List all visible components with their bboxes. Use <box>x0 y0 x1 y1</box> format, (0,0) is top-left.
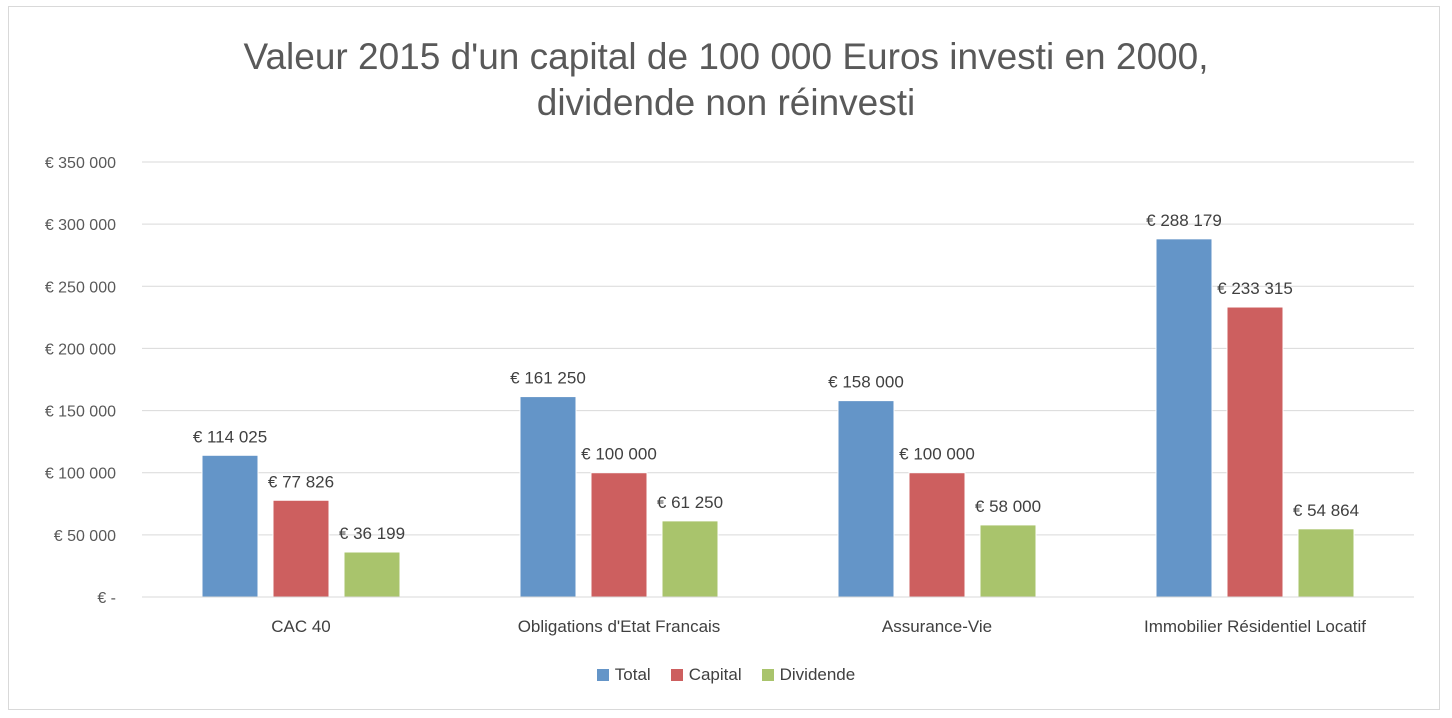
y-tick-label: € 300 000 <box>45 217 116 234</box>
data-label: € 114 025 <box>193 427 267 446</box>
y-tick-label: € 250 000 <box>45 279 116 296</box>
legend-item-total: Total <box>596 665 651 685</box>
chart-title-line-2: dividende non réinvesti <box>536 82 916 123</box>
x-category-label: CAC 40 <box>271 617 331 636</box>
bar-capital <box>1226 306 1284 598</box>
bar-dividende <box>661 520 719 598</box>
x-category-label: Immobilier Résidentiel Locatif <box>1144 617 1366 636</box>
bar-total <box>837 400 895 598</box>
data-label: € 161 250 <box>510 369 586 388</box>
data-label: € 233 315 <box>1217 279 1293 298</box>
bar-dividende <box>1297 528 1355 598</box>
data-label: € 100 000 <box>581 445 657 464</box>
data-label: € 54 864 <box>1293 501 1359 520</box>
y-tick-label: € 150 000 <box>45 404 116 421</box>
y-tick-label: € 200 000 <box>45 341 116 358</box>
legend-label: Capital <box>688 665 742 684</box>
data-label: € 158 000 <box>828 373 904 392</box>
legend-label: Dividende <box>779 665 856 684</box>
chart-legend: Total Capital Dividende <box>0 665 1452 685</box>
legend-swatch <box>761 669 774 681</box>
bar-total <box>201 454 259 598</box>
data-label: € 61 250 <box>657 493 723 512</box>
data-label: € 288 179 <box>1146 211 1222 230</box>
chart-frame <box>8 6 1440 710</box>
chart-title-line-1: Valeur 2015 d'un capital de 100 000 Euro… <box>243 36 1209 77</box>
legend-item-capital: Capital <box>670 665 742 685</box>
legend-swatch <box>670 669 683 681</box>
bar-capital <box>590 472 648 598</box>
x-category-label: Obligations d'Etat Francais <box>518 617 721 636</box>
data-label: € 100 000 <box>899 445 975 464</box>
y-tick-label: € 50 000 <box>54 528 116 545</box>
y-tick-label: € 350 000 <box>45 155 116 172</box>
bar-dividende <box>343 551 401 598</box>
bar-dividende <box>979 524 1037 598</box>
legend-label: Total <box>614 665 651 684</box>
x-category-label: Assurance-Vie <box>882 617 992 636</box>
data-label: € 36 199 <box>339 524 405 543</box>
bar-total <box>1155 238 1213 598</box>
bar-total <box>519 396 577 598</box>
y-tick-label: € 100 000 <box>45 466 116 483</box>
legend-swatch <box>596 669 609 681</box>
bar-capital <box>908 472 966 598</box>
legend-item-dividende: Dividende <box>761 665 856 685</box>
bar-capital <box>272 499 330 598</box>
data-label: € 58 000 <box>975 497 1041 516</box>
data-label: € 77 826 <box>268 472 334 491</box>
chart-title: Valeur 2015 d'un capital de 100 000 Euro… <box>0 34 1452 126</box>
y-tick-label: € - <box>97 590 116 607</box>
